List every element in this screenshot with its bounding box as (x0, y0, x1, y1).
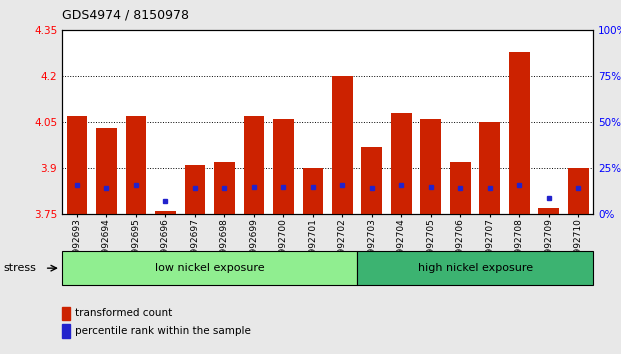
Bar (155, 211, 176, 214)
Bar (332, 76, 353, 214)
Bar (391, 113, 412, 214)
Text: transformed count: transformed count (75, 308, 173, 318)
Bar (214, 162, 235, 214)
Bar (66, 116, 87, 214)
Bar (479, 122, 500, 214)
Bar (509, 52, 530, 214)
Text: percentile rank within the sample: percentile rank within the sample (75, 326, 251, 336)
Bar (184, 165, 205, 214)
Text: high nickel exposure: high nickel exposure (417, 263, 533, 273)
Bar (125, 116, 146, 214)
Text: low nickel exposure: low nickel exposure (155, 263, 265, 273)
Bar (450, 162, 471, 214)
Bar (96, 128, 117, 214)
Bar (361, 147, 382, 214)
Text: GDS4974 / 8150978: GDS4974 / 8150978 (62, 9, 189, 22)
Text: stress: stress (3, 263, 36, 273)
Bar (568, 168, 589, 214)
Bar (273, 119, 294, 214)
Bar (420, 119, 441, 214)
Bar (538, 208, 559, 214)
Bar (302, 168, 323, 214)
Bar (243, 116, 264, 214)
